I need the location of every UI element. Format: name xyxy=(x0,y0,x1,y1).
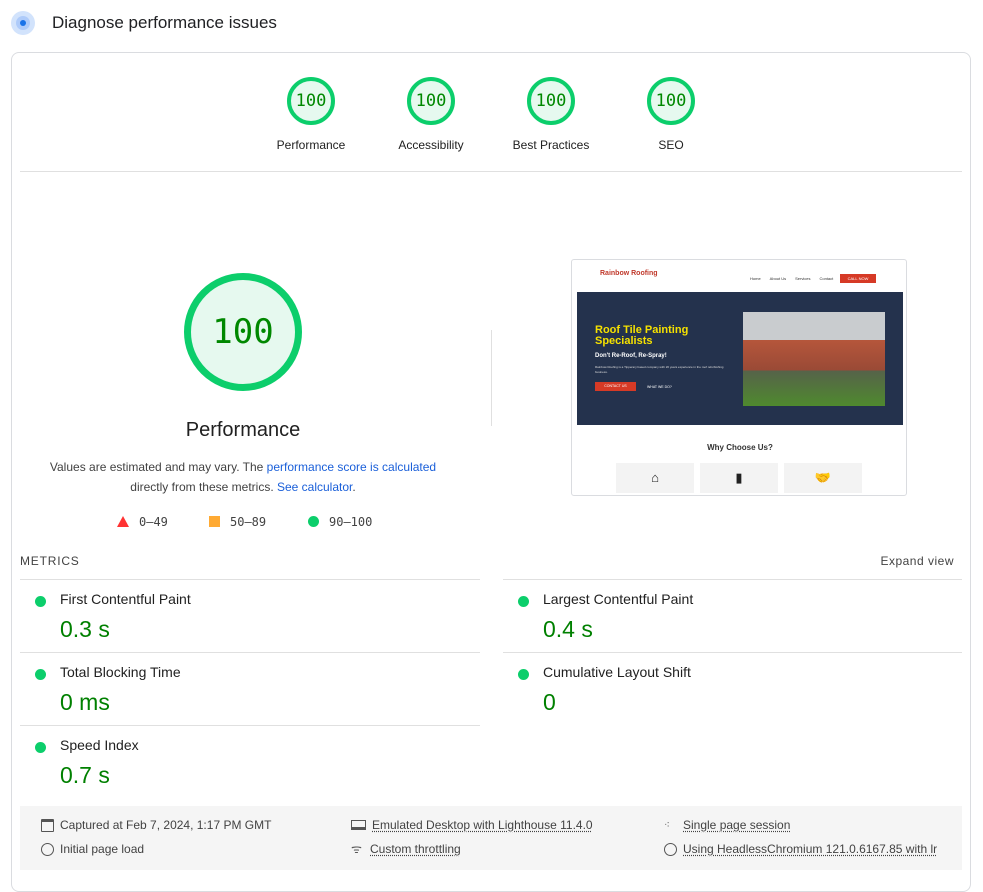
nav-item: About Us xyxy=(769,276,787,281)
final-screenshot[interactable]: Rainbow Roofing Home About Us Services Cont… xyxy=(571,259,907,496)
initial-load: Initial page load xyxy=(41,842,144,856)
stopwatch-icon xyxy=(41,842,54,856)
hero-subtitle: Don't Re-Roof, Re-Spray! xyxy=(595,353,667,359)
metric-si: Speed Index 0.7 s xyxy=(20,725,480,798)
site-logo: Rainbow Roofing xyxy=(600,270,658,277)
performance-score-gauge: 100 xyxy=(184,273,302,391)
metric-cls: Cumulative Layout Shift 0 xyxy=(503,652,962,725)
divider xyxy=(491,330,492,426)
runtime-settings: Captured at Feb 7, 2024, 1:17 PM GMT Ini… xyxy=(20,806,962,870)
nav-item: Services xyxy=(795,276,811,281)
legend-average: 50–89 xyxy=(209,515,266,529)
metric-value: 0.3 s xyxy=(60,616,110,642)
pass-circle-icon xyxy=(518,596,529,607)
performance-heading: Performance xyxy=(185,419,301,441)
metric-name: Speed Index xyxy=(60,737,139,753)
pass-circle-icon xyxy=(35,669,46,680)
legend-fail: 0–49 xyxy=(117,515,168,529)
gauge-performance[interactable]: 100 xyxy=(287,77,335,125)
throttling[interactable]: ᯤ Custom throttling xyxy=(351,842,461,856)
hero-contact-button: CONTACT US xyxy=(595,382,636,391)
see-calculator-link[interactable]: See calculator xyxy=(276,480,353,494)
gauge-label[interactable]: SEO xyxy=(658,138,684,152)
captured-text: Captured at Feb 7, 2024, 1:17 PM GMT xyxy=(60,818,272,832)
gauge-label[interactable]: Accessibility xyxy=(398,138,464,152)
pass-circle-icon xyxy=(518,669,529,680)
legend-label: 50–89 xyxy=(230,515,267,529)
desc-text: . xyxy=(352,480,356,494)
gauge-label[interactable]: Best Practices xyxy=(512,138,590,152)
session-dots-icon: ⁖ xyxy=(664,819,670,831)
score-description: Values are estimated and may vary. The p… xyxy=(33,457,453,497)
hero-title: Roof Tile Painting Specialists xyxy=(595,324,689,347)
circle-icon xyxy=(308,516,319,527)
page-title: Diagnose performance issues xyxy=(52,13,277,32)
session[interactable]: ⁖ Single page session xyxy=(664,818,790,832)
legend-label: 90–100 xyxy=(329,515,373,529)
pass-circle-icon xyxy=(35,596,46,607)
gauge-accessibility[interactable]: 100 xyxy=(407,77,455,125)
house-photo xyxy=(743,312,885,406)
pass-circle-icon xyxy=(35,742,46,753)
expand-view-button[interactable]: Expand view xyxy=(880,554,954,568)
metric-name: Total Blocking Time xyxy=(60,664,181,680)
site-nav: Home About Us Services Contact xyxy=(750,276,833,281)
metric-tbt: Total Blocking Time 0 ms xyxy=(20,652,480,725)
divider xyxy=(20,171,962,172)
browser-text[interactable]: Using HeadlessChromium 121.0.6167.85 wit… xyxy=(683,842,938,856)
metric-value: 0 xyxy=(543,689,556,715)
metric-fcp: First Contentful Paint 0.3 s xyxy=(20,579,480,652)
wifi-icon: ᯤ xyxy=(351,841,362,856)
lighthouse-target-icon xyxy=(11,11,35,35)
metric-name: Largest Contentful Paint xyxy=(543,591,694,607)
browser[interactable]: Using HeadlessChromium 121.0.6167.85 wit… xyxy=(664,842,937,856)
square-icon xyxy=(209,516,220,527)
load-text: Initial page load xyxy=(60,842,145,856)
throttling-text[interactable]: Custom throttling xyxy=(370,842,461,856)
nav-item: Contact xyxy=(819,276,834,281)
metric-lcp: Largest Contentful Paint 0.4 s xyxy=(503,579,962,652)
emulated-device[interactable]: Emulated Desktop with Lighthouse 11.4.0 xyxy=(351,818,593,832)
legend-label: 0–49 xyxy=(139,515,168,529)
gauge-label[interactable]: Performance xyxy=(276,138,346,152)
session-text[interactable]: Single page session xyxy=(683,818,791,832)
why-heading: Why Choose Us? xyxy=(707,443,773,452)
chrome-icon xyxy=(664,842,677,856)
legend-pass: 90–100 xyxy=(308,515,372,529)
gauge-best-practices[interactable]: 100 xyxy=(527,77,575,125)
metric-name: First Contentful Paint xyxy=(60,591,191,607)
devices-icon xyxy=(351,820,366,830)
desc-text: Values are estimated and may vary. The xyxy=(49,460,267,474)
paintbrush-icon: ▮ xyxy=(700,463,778,493)
metric-value: 0.4 s xyxy=(543,616,593,642)
house-gear-icon: ⌂ xyxy=(616,463,694,493)
triangle-icon xyxy=(117,516,129,527)
site-hero: Roof Tile Painting Specialists Don't Re-… xyxy=(577,292,903,425)
captured-at: Captured at Feb 7, 2024, 1:17 PM GMT xyxy=(41,818,271,832)
metric-value: 0.7 s xyxy=(60,762,110,788)
hero-text: Rainbow Roofing is a Tipperary based com… xyxy=(595,365,724,374)
nav-item: Home xyxy=(750,276,761,281)
handshake-icon: 🤝 xyxy=(784,463,862,493)
metric-value: 0 ms xyxy=(60,689,110,715)
site-call-button: CALL NOW xyxy=(840,274,876,283)
calendar-icon xyxy=(41,818,54,832)
hero-what-link: WHAT WE DO? xyxy=(647,385,672,389)
metric-name: Cumulative Layout Shift xyxy=(543,664,691,680)
score-calculated-link[interactable]: performance score is calculated xyxy=(266,460,437,474)
desc-text: directly from these metrics. xyxy=(130,480,277,494)
emulated-text[interactable]: Emulated Desktop with Lighthouse 11.4.0 xyxy=(372,818,593,832)
metrics-label: METRICS xyxy=(20,554,80,568)
gauge-seo[interactable]: 100 xyxy=(647,77,695,125)
